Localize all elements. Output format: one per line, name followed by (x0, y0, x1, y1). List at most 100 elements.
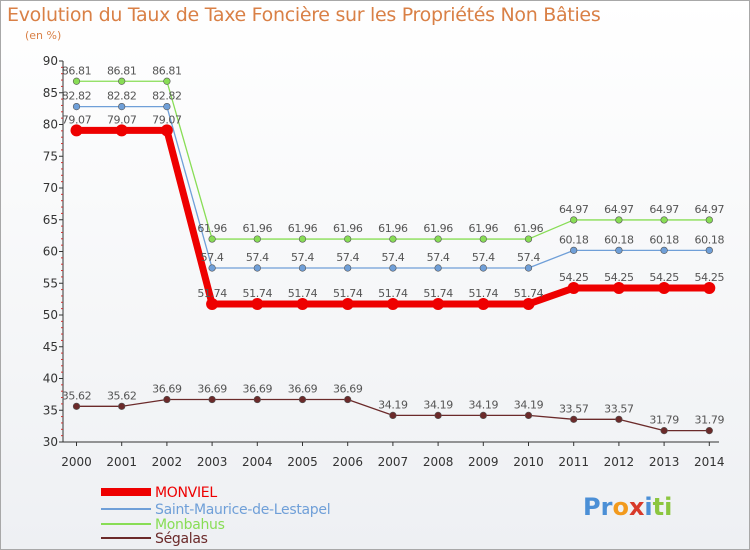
data-point (524, 264, 533, 272)
data-label: 61.96 (514, 222, 544, 235)
y-tick-label: 40 (43, 372, 58, 386)
data-label: 57.4 (472, 251, 495, 264)
x-tick-label: 2000 (61, 455, 92, 469)
data-label: 86.81 (107, 64, 137, 77)
y-tick-label: 70 (43, 181, 58, 195)
data-label: 61.96 (197, 222, 227, 235)
data-point (163, 102, 171, 111)
data-label: 60.18 (695, 233, 725, 246)
data-point (660, 427, 668, 435)
data-point (118, 102, 126, 111)
data-point (253, 235, 261, 243)
data-label: 34.19 (469, 398, 499, 411)
data-label: 31.79 (649, 414, 679, 427)
data-label: 33.57 (559, 402, 589, 415)
data-point (70, 124, 83, 137)
data-point (434, 235, 442, 243)
data-point (479, 411, 487, 419)
data-label: 61.96 (378, 222, 408, 235)
data-point (434, 264, 442, 272)
data-point (567, 282, 580, 295)
data-label: 35.62 (62, 389, 92, 402)
x-tick-label: 2009 (468, 455, 499, 469)
data-label: 51.74 (514, 287, 544, 300)
data-label: 82.82 (107, 90, 137, 103)
data-point (479, 235, 487, 243)
data-point (612, 282, 625, 295)
data-label: 57.4 (381, 251, 404, 264)
data-point (658, 282, 671, 295)
x-tick-label: 2004 (242, 455, 273, 469)
data-point (705, 246, 713, 254)
data-label: 36.69 (288, 383, 318, 396)
data-label: 34.19 (378, 398, 408, 411)
y-tick-label: 90 (43, 54, 58, 68)
data-label: 54.25 (559, 271, 589, 284)
data-label: 34.19 (423, 398, 453, 411)
data-label: 79.07 (152, 113, 182, 126)
data-label: 64.97 (604, 203, 634, 216)
data-point (479, 264, 487, 272)
data-label: 51.74 (333, 287, 363, 300)
data-point (615, 415, 623, 423)
data-point (298, 235, 307, 243)
chart-title: Evolution du Taux de Taxe Foncière sur l… (7, 4, 601, 26)
y-tick-label: 75 (43, 149, 58, 163)
data-label: 57.4 (336, 251, 359, 264)
data-label: 51.74 (288, 287, 318, 300)
x-tick-label: 2006 (332, 455, 363, 469)
data-point (389, 411, 397, 419)
data-point (570, 246, 578, 254)
data-point (253, 264, 261, 272)
data-point (522, 297, 535, 310)
x-tick-label: 2007 (378, 455, 409, 469)
series-layer (70, 77, 716, 435)
data-point (208, 235, 216, 243)
data-point (524, 411, 533, 419)
data-point (432, 297, 445, 310)
data-label: 57.4 (427, 251, 450, 264)
data-label: 34.19 (514, 398, 544, 411)
y-tick-label: 60 (43, 245, 58, 259)
data-label: 54.25 (695, 271, 725, 284)
y-tick-label: 45 (43, 340, 58, 354)
data-point (118, 402, 126, 410)
data-label: 31.79 (695, 414, 725, 427)
x-tick-label: 2003 (197, 455, 228, 469)
y-tick-label: 80 (43, 118, 58, 132)
proxiti-logo: Proxiti (583, 493, 672, 521)
data-point (660, 246, 668, 254)
data-point (251, 297, 264, 310)
data-labels-layer: 79.07 79.07 79.07 51.74 51.74 51.74 51.74 51.74… (62, 64, 725, 426)
data-label: 36.69 (197, 383, 227, 396)
x-tick-label: 2005 (287, 455, 318, 469)
data-label: 33.57 (604, 402, 634, 415)
data-point (477, 297, 490, 310)
data-label: 86.81 (62, 64, 92, 77)
x-tick-label: 2013 (649, 455, 680, 469)
logo-part: Pr (583, 493, 613, 521)
y-tick-label: 85 (43, 86, 58, 100)
data-point (208, 264, 216, 272)
data-point (208, 395, 216, 404)
data-point (160, 124, 173, 137)
x-tick-label: 2010 (513, 455, 544, 469)
x-tick-label: 2001 (106, 455, 137, 469)
data-label: 35.62 (107, 389, 137, 402)
data-label: 51.74 (423, 287, 453, 300)
data-point (386, 297, 399, 310)
data-point (72, 402, 81, 410)
data-point (298, 395, 307, 404)
data-point (163, 395, 171, 404)
data-point (72, 102, 81, 111)
data-label: 57.4 (291, 251, 314, 264)
data-label: 64.97 (559, 203, 589, 216)
data-point (570, 415, 578, 423)
data-label: 51.74 (469, 287, 499, 300)
x-tick-label: 2012 (604, 455, 635, 469)
data-label: 36.69 (152, 383, 182, 396)
legend-label: Monbahus (155, 517, 225, 533)
y-tick-label: 55 (43, 276, 58, 290)
data-point (163, 77, 171, 85)
